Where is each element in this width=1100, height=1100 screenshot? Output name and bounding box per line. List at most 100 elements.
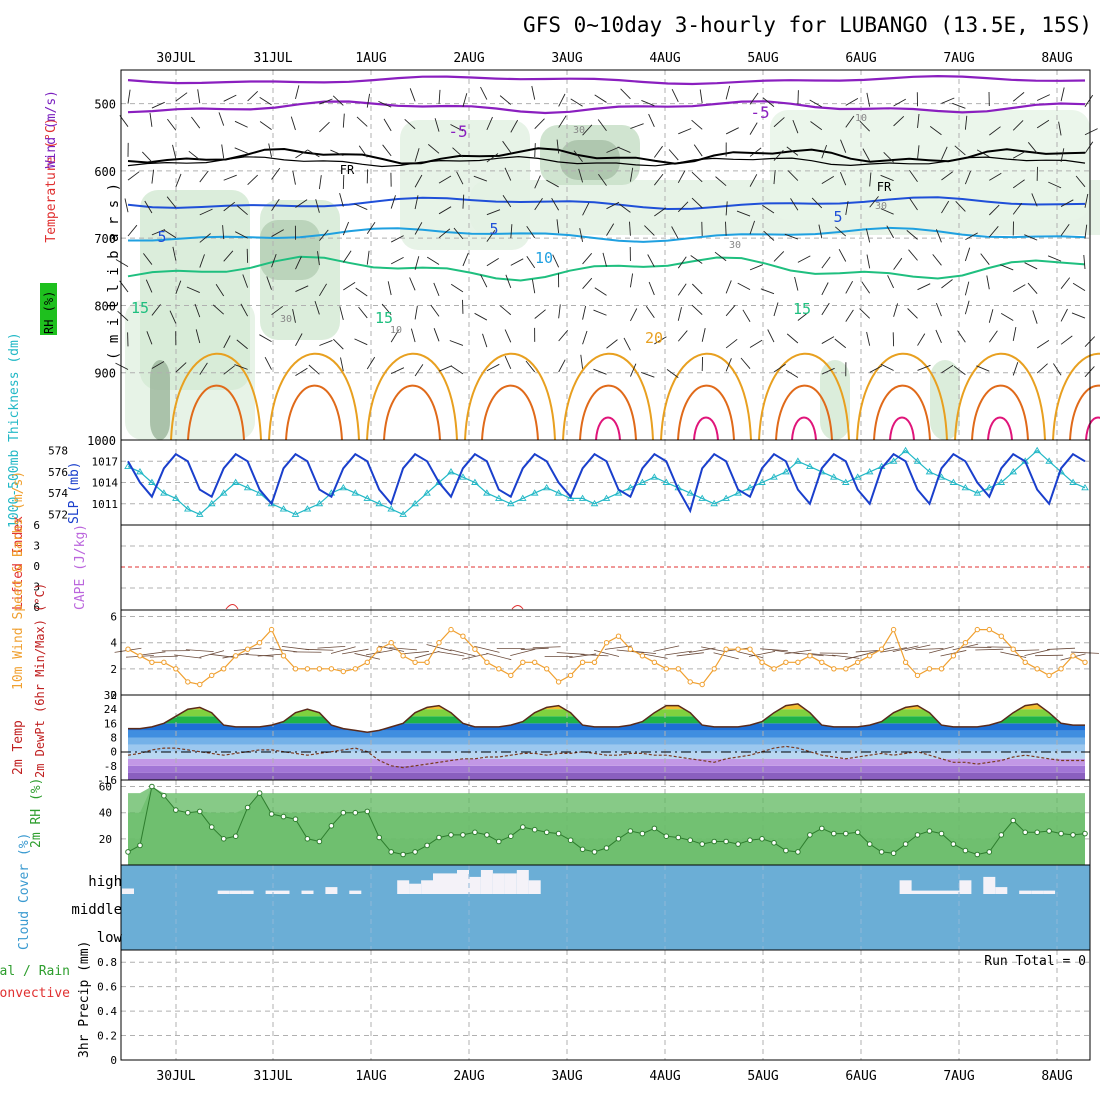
wind10m-barb [330, 646, 356, 654]
cloud-high-bars [122, 870, 1056, 894]
contour-25-loop [873, 384, 931, 441]
wind-barb [151, 361, 165, 369]
wind10m-marker [831, 666, 837, 672]
wind10m-panel: 6 4 2 0 10m Wind Speed & Barbs (m/s) [11, 471, 1099, 702]
wind-barb [598, 173, 607, 186]
wind-barb [526, 256, 536, 269]
cloud-high-bar [349, 890, 362, 894]
wind10m-marker [1010, 646, 1016, 652]
thickness-marker [841, 478, 850, 485]
rh2m-marker [639, 830, 646, 837]
thickness-marker [124, 462, 132, 470]
top-date-label: 31JUL [253, 51, 292, 66]
thickness-marker [626, 483, 635, 491]
bottom-date-label: 30JUL [156, 1069, 195, 1084]
temperature-color-bands [128, 703, 1085, 780]
wind10m-marker [950, 653, 957, 659]
wind-barb [1058, 121, 1062, 136]
wind-barb [893, 303, 899, 317]
wind10m-marker [496, 666, 502, 672]
wind-barb [593, 309, 607, 316]
contour-25-loop [579, 384, 637, 441]
wind10m-marker [807, 653, 813, 659]
wind-barb [409, 277, 416, 291]
wind10m-barb [510, 648, 536, 656]
wind-barb [295, 333, 303, 347]
wind10m-marker [412, 659, 418, 665]
wind-barb [1075, 175, 1086, 188]
wind10m-barb [808, 652, 836, 657]
wind-barb [1084, 94, 1094, 107]
slp-tick-label: 1014 [92, 477, 119, 490]
wind10m-marker [591, 659, 598, 665]
wind-barb [773, 251, 785, 262]
wind10m-barb [641, 653, 668, 659]
wind10m-barb [365, 649, 393, 656]
thickness-marker [219, 489, 228, 496]
cloud-high-bar [229, 890, 242, 894]
wind-barb [534, 118, 545, 129]
wind-barb [629, 167, 634, 182]
wind-barb [356, 116, 368, 127]
wind-barb [141, 151, 153, 163]
thickness-marker [746, 483, 754, 491]
wind10m-barb [450, 649, 476, 657]
wind-barb [594, 287, 607, 296]
wind10m-marker [268, 626, 275, 633]
rh2m-marker [735, 841, 741, 847]
wind-barb [773, 149, 784, 161]
wind10m-barb [257, 653, 286, 657]
wind-barb [236, 339, 248, 350]
wind-barb [330, 149, 344, 157]
rh2m-markers [125, 783, 1088, 858]
wind-barb [839, 172, 847, 186]
wind-barb [504, 167, 512, 181]
wind10m-gridlines [121, 610, 1090, 695]
thickness-line [127, 449, 1086, 516]
cloud-high-bar [899, 880, 912, 894]
rh2m-marker [1058, 830, 1064, 837]
cloud-high-bar [421, 880, 434, 894]
wind-barb [629, 221, 631, 236]
wind-barb [964, 170, 972, 185]
rh2m-marker [747, 837, 753, 844]
contour-30-loop [889, 416, 915, 441]
wind10m-axis-ticks: 6 4 2 0 [110, 611, 117, 702]
wind-barb [988, 204, 1000, 216]
rh2m-marker [1022, 829, 1028, 836]
upper-axis-titles: Temperature (°C) [44, 117, 59, 242]
upper-gridlines [121, 70, 1090, 440]
wind-barb [1012, 327, 1017, 341]
lifted-index-tick-label: 0 [33, 560, 40, 573]
contour-value-label: 30 [875, 201, 887, 212]
wind-barb [504, 355, 512, 370]
cloud-high-bar [504, 873, 517, 894]
wind-barb [194, 303, 201, 318]
wind-barb [917, 283, 931, 291]
thickness-marker [853, 473, 862, 480]
mb-axis-title: ( m i l l i b a r s ) [106, 183, 122, 360]
wind-barb [1036, 119, 1050, 129]
rh2m-fill-band [128, 786, 1085, 865]
wind-barb [151, 169, 155, 184]
wind-barb [163, 229, 177, 239]
rh2m-marker [843, 830, 849, 837]
cloud-high-bar [995, 887, 1008, 894]
wind-barb [186, 286, 200, 293]
wind-barb [143, 253, 153, 265]
precip-gridlines [121, 950, 1090, 1060]
contour-value-label: 5 [489, 220, 498, 238]
wind-barb [236, 205, 248, 216]
wind-barb [701, 328, 706, 342]
wind-barb [597, 119, 607, 132]
wind-barb [271, 167, 281, 180]
wind-barb [880, 174, 894, 182]
wind-barb [715, 176, 727, 187]
wind-barb [1012, 284, 1026, 292]
wind-barb [957, 330, 966, 343]
wind-barb [342, 250, 352, 263]
wind-barb [725, 280, 732, 294]
pressure-axis-ticks: 500 600 700 800 900 1000 [87, 98, 116, 448]
contour-30-loop [1085, 416, 1100, 441]
